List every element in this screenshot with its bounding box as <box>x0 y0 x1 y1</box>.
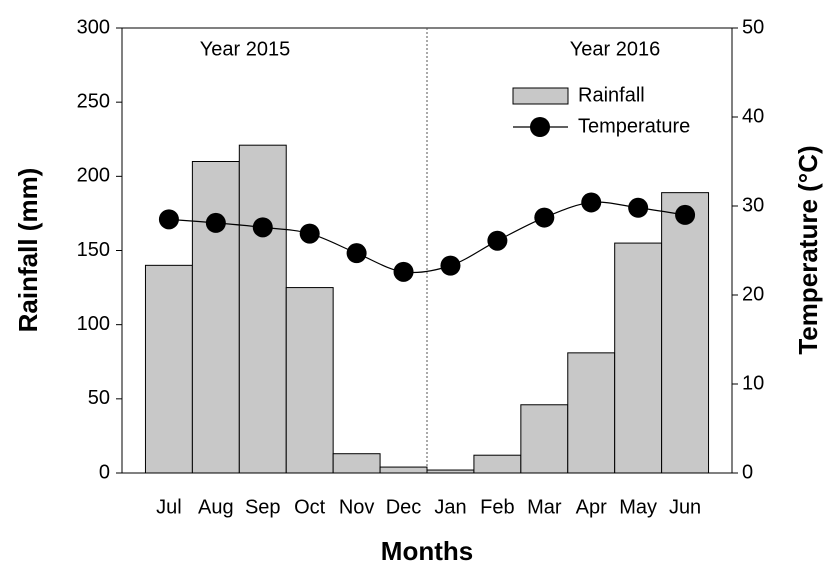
marker <box>158 209 179 230</box>
bar <box>426 469 475 474</box>
marker <box>299 223 320 244</box>
marker <box>675 204 696 225</box>
x-tick-label: Feb <box>480 496 514 518</box>
annotation: Year 2015 <box>200 38 290 60</box>
y2-axis-title: Temperature (°C) <box>793 145 823 354</box>
marker <box>487 230 508 251</box>
y-tick-label: 150 <box>77 239 110 261</box>
bar <box>332 453 381 474</box>
bar <box>520 404 569 474</box>
x-tick-label: Oct <box>294 496 326 518</box>
bar <box>473 454 522 474</box>
legend-swatch <box>530 117 550 137</box>
y2-tick-label: 10 <box>742 372 764 394</box>
bar <box>567 352 616 474</box>
marker <box>393 261 414 282</box>
x-tick-label: Nov <box>339 496 375 518</box>
bar <box>379 466 428 474</box>
bar <box>191 161 240 474</box>
x-tick-label: Mar <box>527 496 562 518</box>
marker <box>534 207 555 228</box>
x-tick-label: Jun <box>669 496 701 518</box>
y-tick-label: 250 <box>77 90 110 112</box>
annotation: Year 2016 <box>570 38 660 60</box>
bar <box>661 192 710 474</box>
y-axis-title: Rainfall (mm) <box>13 168 43 333</box>
bar <box>238 144 287 474</box>
y-tick-label: 0 <box>99 461 110 483</box>
legend-label: Temperature <box>578 115 690 137</box>
marker <box>628 197 649 218</box>
x-tick-label: Jan <box>434 496 466 518</box>
x-tick-label: May <box>619 496 657 518</box>
marker <box>252 217 273 238</box>
y-tick-label: 300 <box>77 16 110 38</box>
y-tick-label: 200 <box>77 165 110 187</box>
marker <box>581 192 602 213</box>
legend-swatch <box>512 87 569 105</box>
y2-tick-label: 30 <box>742 194 764 216</box>
x-axis-title: Months <box>381 536 473 566</box>
x-tick-label: Jul <box>156 496 182 518</box>
marker <box>440 255 461 276</box>
x-tick-label: Apr <box>576 496 607 518</box>
bar <box>144 264 193 474</box>
y-tick-label: 100 <box>77 313 110 335</box>
x-tick-label: Dec <box>386 496 422 518</box>
y2-tick-label: 40 <box>742 105 764 127</box>
marker <box>346 243 367 264</box>
y2-tick-label: 0 <box>742 461 753 483</box>
bar <box>285 287 334 474</box>
legend-label: Rainfall <box>578 84 645 106</box>
y2-tick-label: 50 <box>742 16 764 38</box>
x-tick-label: Sep <box>245 496 281 518</box>
marker <box>205 212 226 233</box>
y-tick-label: 50 <box>88 387 110 409</box>
x-tick-label: Aug <box>198 496 234 518</box>
bar <box>614 242 663 474</box>
y2-tick-label: 20 <box>742 283 764 305</box>
